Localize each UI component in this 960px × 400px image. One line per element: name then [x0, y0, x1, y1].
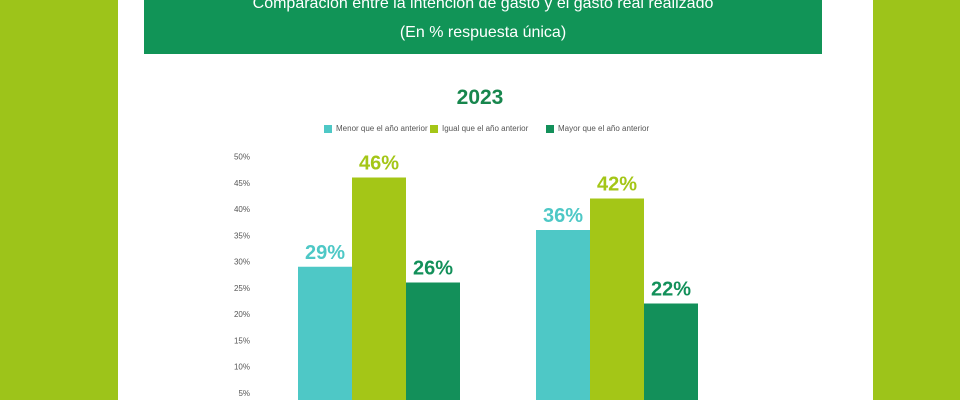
legend-swatch-igual	[430, 124, 438, 133]
legend-swatch-menor	[324, 124, 332, 133]
y-tick-label: 45%	[234, 179, 250, 188]
bar	[536, 230, 590, 400]
bar-value-label: 26%	[413, 258, 453, 280]
bar-value-label: 46%	[359, 153, 399, 175]
header-banner: Comparación entre la intención de gasto …	[144, 0, 822, 54]
bar-value-label: 36%	[543, 205, 583, 227]
legend-item-menor: Menor que el año anterior	[324, 124, 428, 133]
legend-label-menor: Menor que el año anterior	[336, 124, 428, 133]
y-tick-label: 50%	[234, 153, 250, 162]
chart-subheading: (En % respuesta única)	[399, 24, 567, 41]
bar	[590, 198, 644, 400]
bar-value-label: 29%	[305, 242, 345, 264]
legend-item-igual: Igual que el año anterior	[430, 124, 528, 133]
y-tick-label: 35%	[234, 231, 250, 240]
y-tick-label: 15%	[234, 336, 250, 345]
bar	[644, 303, 698, 400]
chart-legend: Menor que el año anterior Igual que el a…	[0, 124, 960, 138]
bar	[406, 282, 460, 400]
legend-swatch-mayor	[546, 124, 554, 133]
legend-label-mayor: Mayor que el año anterior	[558, 124, 650, 133]
y-tick-label: 10%	[234, 363, 250, 372]
y-tick-label: 30%	[234, 258, 250, 267]
y-tick-label: 5%	[238, 389, 250, 398]
chart-title: 2023	[456, 86, 504, 109]
y-tick-label: 25%	[234, 284, 250, 293]
legend-label-igual: Igual que el año anterior	[442, 124, 529, 133]
bar-value-label: 42%	[597, 174, 637, 196]
bar	[298, 266, 352, 400]
bar-value-label: 22%	[651, 279, 691, 301]
chart-panel	[118, 0, 873, 400]
bar	[352, 177, 406, 400]
chart-heading: Comparación entre la intención de gasto …	[252, 0, 714, 12]
y-tick-label: 20%	[234, 310, 250, 319]
legend-item-mayor: Mayor que el año anterior	[546, 124, 649, 133]
y-tick-label: 40%	[234, 205, 250, 214]
